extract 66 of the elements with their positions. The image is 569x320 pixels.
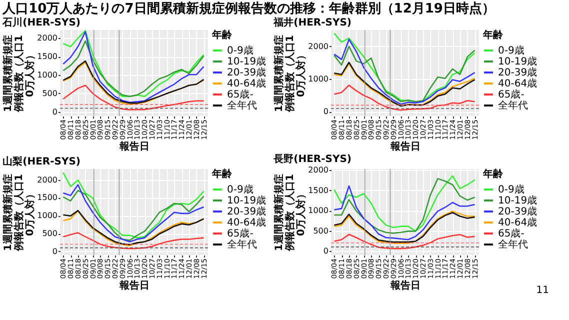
- chart-title: 長野(HER-SYS): [272, 153, 352, 166]
- y-tick-label: 2000: [37, 34, 58, 43]
- x-axis-title: 報告日: [118, 140, 150, 153]
- text: 人口10万人あたりの7日間累積新規症例報告数の推移：年齢群別（12月19日時点）: [2, 0, 495, 17]
- y-tick-label: 1000: [37, 211, 58, 220]
- line-series: [334, 84, 476, 111]
- legend-label: 40-64歳: [498, 216, 538, 228]
- legend-label: 65歳-: [227, 228, 254, 240]
- y-tick-label: 1500: [37, 52, 58, 62]
- line-series: [62, 84, 204, 110]
- y-axis-title: 1週間累積新規症例報告数（人口10万人対）: [273, 34, 308, 113]
- text: 20-39歳: [498, 206, 538, 218]
- legend-label: 40-64歳: [227, 78, 266, 90]
- x-axis-title: 報告日: [390, 140, 420, 153]
- legend-label: 20-39歳: [227, 66, 266, 78]
- legend-label: 65歳-: [227, 88, 254, 100]
- legend-title: 年齢: [482, 29, 504, 41]
- legend-label: 0-9歳: [498, 44, 524, 56]
- y-tick-label: 500: [313, 226, 328, 236]
- y-tick-label: 1000: [308, 74, 328, 84]
- y-tick-label: 500: [42, 88, 58, 98]
- chart-title: 山梨(HER-SYS): [2, 156, 80, 168]
- y-axis-title: 1週間累積新規症例報告数（人口10万人対）: [2, 34, 36, 113]
- chart-title: 石川(HER-SYS): [2, 16, 80, 29]
- y-tick-label: 1000: [308, 206, 328, 216]
- y-tick-label: 1500: [37, 193, 58, 202]
- line-series: [62, 232, 204, 250]
- legend-label: 全年代: [498, 100, 528, 112]
- y-tick-label: 0: [52, 246, 58, 256]
- y-axis-title: 1週間累積新規症例報告数（人口10万人対）: [2, 174, 36, 252]
- y-tick-label: 1000: [37, 70, 58, 80]
- line-series: [334, 185, 476, 240]
- y-tick-label: 500: [42, 229, 58, 238]
- legend-title: 年齢: [211, 168, 233, 180]
- text: 10-19歳: [227, 194, 266, 206]
- text: 11: [536, 285, 549, 296]
- x-axis-title: 報告日: [118, 280, 150, 292]
- legend-title: 年齢: [482, 168, 504, 180]
- x-axis-title: 報告日: [390, 280, 420, 292]
- legend-label: 65歳-: [498, 88, 525, 100]
- y-tick-label: 2000: [308, 166, 328, 175]
- y-axis-title: 1週間累積新規症例報告数（人口10万人対）: [273, 174, 308, 252]
- y-tick-label: 0: [323, 246, 328, 256]
- legend-label: 10-19歳: [227, 56, 266, 68]
- line-series: [334, 234, 476, 250]
- legend-label: 10-19歳: [498, 56, 538, 68]
- text: 0-9歳: [498, 184, 524, 196]
- y-tick-label: 2000: [37, 175, 58, 184]
- legend-label: 40-64歳: [227, 216, 266, 228]
- legend-title: 年齢: [211, 29, 233, 41]
- legend-label: 40-64歳: [498, 78, 538, 90]
- y-tick-label: 1500: [308, 186, 328, 195]
- chart-title: 福井(HER-SYS): [272, 16, 352, 29]
- legend-label: 全年代: [498, 238, 528, 250]
- y-tick-label: 2000: [308, 42, 328, 51]
- legend-label: 65歳-: [498, 228, 525, 240]
- y-tick-label: 0: [323, 107, 328, 116]
- text: 20-39歳: [227, 206, 266, 218]
- text: 0-9歳: [227, 184, 254, 196]
- legend-label: 0-9歳: [227, 44, 254, 56]
- line-series: [62, 172, 204, 238]
- legend-label: 全年代: [227, 100, 257, 112]
- legend-label: 全年代: [227, 238, 257, 250]
- text: 10-19歳: [498, 194, 538, 206]
- legend-label: 20-39歳: [498, 66, 538, 78]
- y-tick-label: 0: [52, 107, 58, 116]
